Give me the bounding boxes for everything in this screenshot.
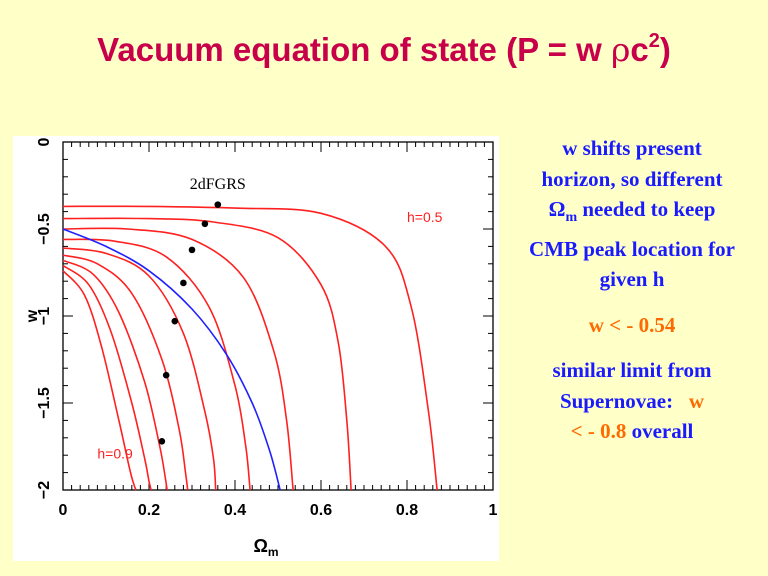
- annotation-h09: h=0.9: [97, 446, 133, 462]
- y-tick-label: 0: [36, 137, 53, 146]
- x-tick-label: 0.8: [396, 502, 418, 519]
- annotation-2dfgrs: 2dFGRS: [190, 176, 246, 193]
- x-axis-label-main: Ω: [253, 536, 267, 556]
- h-curve: [62, 270, 137, 491]
- side-notes: w shifts present horizon, so different Ω…: [526, 133, 738, 462]
- data-point: [188, 246, 196, 254]
- title-exponent: 2: [648, 30, 660, 52]
- x-tick-label: 0.4: [224, 502, 246, 519]
- curves: [62, 205, 438, 491]
- side-paragraph-3: similar limit from Supernovae: w < - 0.8 …: [526, 355, 738, 447]
- y-tick-label: −1: [36, 307, 53, 325]
- side-paragraph-1: w shifts present horizon, so different Ω…: [526, 133, 738, 295]
- data-point: [158, 437, 166, 445]
- h-curve: [62, 205, 438, 491]
- x-axis-label-sub: m: [268, 545, 279, 559]
- plot-frame: [62, 141, 494, 491]
- x-tick-label: 1: [489, 502, 498, 519]
- w-constraint: w < - 0.54: [588, 312, 676, 337]
- h-curve: [62, 217, 352, 491]
- title-close: ): [659, 31, 671, 68]
- side-note-start: similar limit from Supernovae:: [552, 358, 712, 413]
- h-curve: [62, 254, 189, 491]
- h-curve: [62, 247, 217, 491]
- h-curve: [62, 264, 152, 491]
- side-line-1: w shifts present horizon, so different Ω: [541, 136, 723, 221]
- title-main: Vacuum equation of state (P = w: [97, 31, 611, 68]
- h-curve: [62, 238, 251, 491]
- side-line-1-sub: m: [565, 210, 578, 225]
- annotation-h05: h=0.5: [407, 209, 443, 225]
- data-point: [201, 220, 209, 228]
- side-note-limit: < - 0.8: [570, 419, 627, 443]
- side-note-end: overall: [631, 419, 694, 443]
- title-rho: ρ: [610, 30, 631, 69]
- data-point: [171, 317, 179, 325]
- y-axis-label: w: [24, 309, 41, 323]
- h-curve: [62, 227, 294, 491]
- title-c: c: [630, 31, 649, 68]
- data-point: [180, 279, 187, 287]
- data-point: [214, 201, 222, 208]
- h-curve: [62, 259, 168, 491]
- data-point: [162, 371, 170, 379]
- side-line-2: needed to keep CMB peak location for giv…: [529, 197, 735, 291]
- data-points: [158, 201, 222, 445]
- y-tick-label: −1.5: [36, 387, 53, 419]
- x-tick-label: 0.2: [138, 502, 160, 519]
- tick-labels: 0 0.2 0.4 0.6 0.8 1 0 −0.5 −1 −1.5 −2: [36, 137, 498, 519]
- y-tick-label: −0.5: [36, 213, 53, 245]
- side-note-w: w: [688, 388, 705, 413]
- chart-svg: 0 0.2 0.4 0.6 0.8 1 0 −0.5 −1 −1.5 −2 2dFGRS h=0.5…: [24, 137, 498, 559]
- x-tick-label: 0.6: [310, 502, 332, 519]
- x-tick-label: 0: [59, 502, 68, 519]
- slide-title: Vacuum equation of state (P = w ρc2): [0, 30, 768, 69]
- plot-panel: 0 0.2 0.4 0.6 0.8 1 0 −0.5 −1 −1.5 −2 2dFGRS h=0.5…: [13, 136, 499, 561]
- fit-curve: [62, 228, 281, 491]
- y-tick-label: −2: [36, 481, 53, 499]
- axis-ticks: [62, 141, 494, 491]
- x-axis-label: Ωm: [253, 536, 278, 559]
